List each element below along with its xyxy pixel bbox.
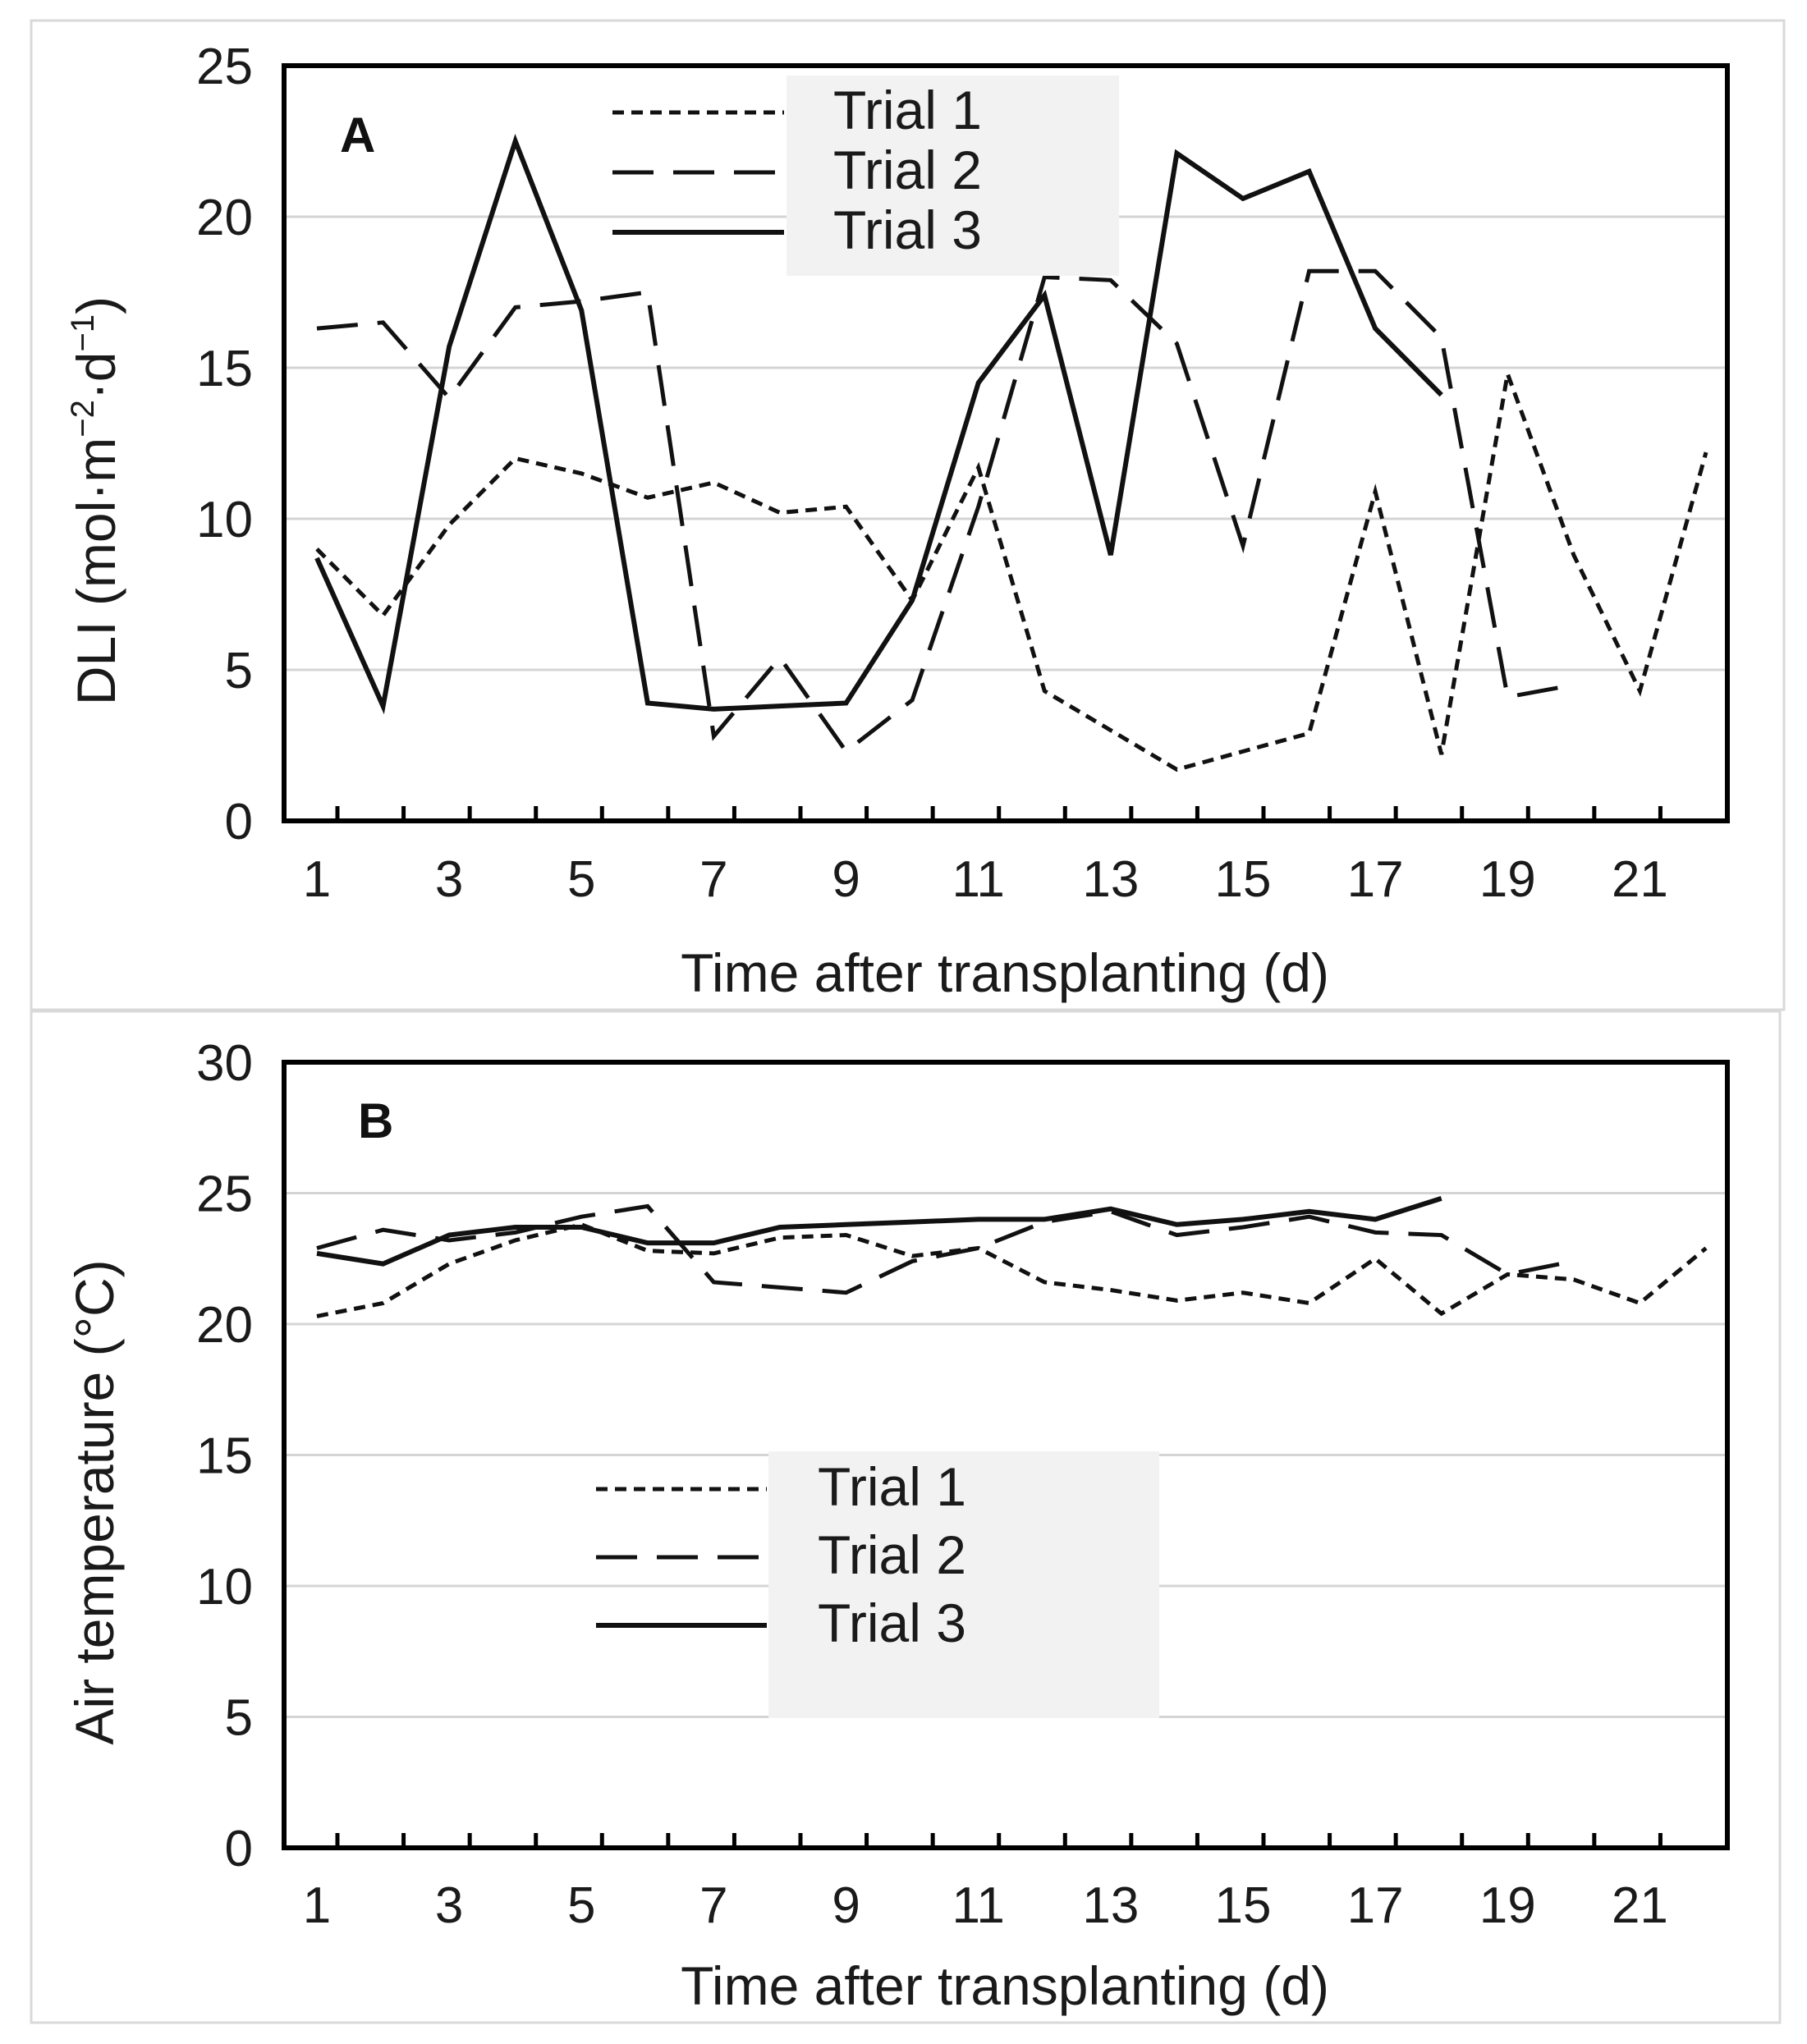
panel-b-x-ticks <box>335 1833 1663 1848</box>
panel-b-y-tick-label: 5 <box>225 1690 253 1747</box>
panel-a-x-tick-label: 7 <box>699 851 727 908</box>
panel-b-legend: Trial 1 Trial 2 Trial 3 <box>596 1451 1159 1718</box>
panel-a-x-tick-label: 9 <box>832 851 860 908</box>
panel-b-x-tick-label: 15 <box>1215 1877 1272 1934</box>
panel-a-y-tick-label: 15 <box>196 341 253 397</box>
panel-a-x-ticks <box>335 806 1663 821</box>
panel-a-series-trial-1 <box>315 365 1708 772</box>
panel-a-y-tick-label: 5 <box>225 643 253 699</box>
panel-a-x-tick-labels: 1 3 5 7 9 11 13 15 17 19 21 <box>303 851 1668 908</box>
panel-a-x-tick-label: 21 <box>1612 851 1668 908</box>
panel-a-legend-label-trial-3: Trial 3 <box>833 199 982 260</box>
panel-a-x-tick-label: 19 <box>1479 851 1536 908</box>
panel-a-x-tick-label: 5 <box>567 851 595 908</box>
panel-b-y-tick-label: 0 <box>225 1821 253 1877</box>
panel-a-x-axis-title: Time after transplanting (d) <box>681 942 1329 1003</box>
panel-b-x-tick-label: 17 <box>1347 1877 1404 1934</box>
panel-b-series-trial-2 <box>316 1203 1575 1295</box>
panel-a-letter: A <box>340 108 375 163</box>
panel-b-y-tick-label: 30 <box>196 1035 253 1092</box>
panel-b-x-axis-title: Time after transplanting (d) <box>681 1955 1329 2016</box>
panel-a-x-tick-label: 1 <box>303 851 331 908</box>
panel-b-letter: B <box>358 1093 393 1148</box>
panel-a-y-axis-title: DLI (mol·m−2·d−1) <box>65 296 126 705</box>
panel-a-x-tick-label: 11 <box>952 851 1005 908</box>
panel-a-series <box>314 134 1708 772</box>
panel-a-x-tick-label: 3 <box>435 851 463 908</box>
panel-a-plot-border <box>282 63 1730 823</box>
panel-b-y-tick-label: 10 <box>196 1559 253 1615</box>
panel-b-x-tick-label: 7 <box>699 1877 727 1934</box>
panel-a-series-trial-2 <box>316 268 1575 754</box>
panel-a-x-tick-label: 13 <box>1082 851 1139 908</box>
panel-b-legend-label-trial-1: Trial 1 <box>818 1456 966 1517</box>
panel-b-legend-label-trial-3: Trial 3 <box>818 1593 966 1653</box>
panel-a-y-tick-label: 20 <box>196 190 253 246</box>
panel-b-x-tick-label: 3 <box>435 1877 463 1934</box>
panel-a-legend-label-trial-1: Trial 1 <box>833 80 982 140</box>
panel-a-legend-box <box>787 76 1119 276</box>
panel-b-x-tick-label: 21 <box>1612 1877 1668 1934</box>
panel-b-x-tick-label: 1 <box>303 1877 331 1934</box>
panel-b-series-trial-3 <box>316 1196 1442 1267</box>
panel-b-y-tick-label: 15 <box>196 1428 253 1485</box>
panel-a-y-tick-label: 25 <box>196 39 253 95</box>
panel-b-y-axis-title: Air temperature (°C) <box>64 1259 125 1744</box>
panel-a-y-tick-label: 10 <box>196 492 253 548</box>
panel-b-x-tick-labels: 1 3 5 7 9 11 13 15 17 19 21 <box>303 1877 1668 1934</box>
panel-b-x-tick-label: 5 <box>567 1877 595 1934</box>
panel-a-x-tick-label: 17 <box>1347 851 1404 908</box>
panel-a-y-tick-labels: 0 5 10 15 20 25 <box>196 39 253 850</box>
panel-b-plot-border <box>282 1060 1730 1850</box>
panel-a-x-tick-label: 15 <box>1215 851 1272 908</box>
panel-b-series-trial-1 <box>316 1222 1708 1318</box>
panel-b-y-tick-label: 25 <box>196 1166 253 1223</box>
panel-b-x-tick-label: 19 <box>1479 1877 1536 1934</box>
panel-b-y-tick-labels: 0 5 10 15 20 25 30 <box>196 1035 253 1877</box>
panel-b-legend-label-trial-2: Trial 2 <box>818 1524 966 1585</box>
panel-b-x-tick-label: 9 <box>832 1877 860 1934</box>
panel-b-x-tick-label: 11 <box>952 1877 1005 1934</box>
panel-b-x-tick-label: 13 <box>1082 1877 1139 1934</box>
panel-a-legend-label-trial-2: Trial 2 <box>833 140 982 200</box>
panel-a-y-tick-label: 0 <box>225 794 253 850</box>
panel-b-legend-box <box>768 1451 1159 1718</box>
panel-b-y-tick-label: 20 <box>196 1297 253 1354</box>
panel-b-series <box>316 1196 1708 1318</box>
panel-a-series-trial-3 <box>314 134 1443 715</box>
